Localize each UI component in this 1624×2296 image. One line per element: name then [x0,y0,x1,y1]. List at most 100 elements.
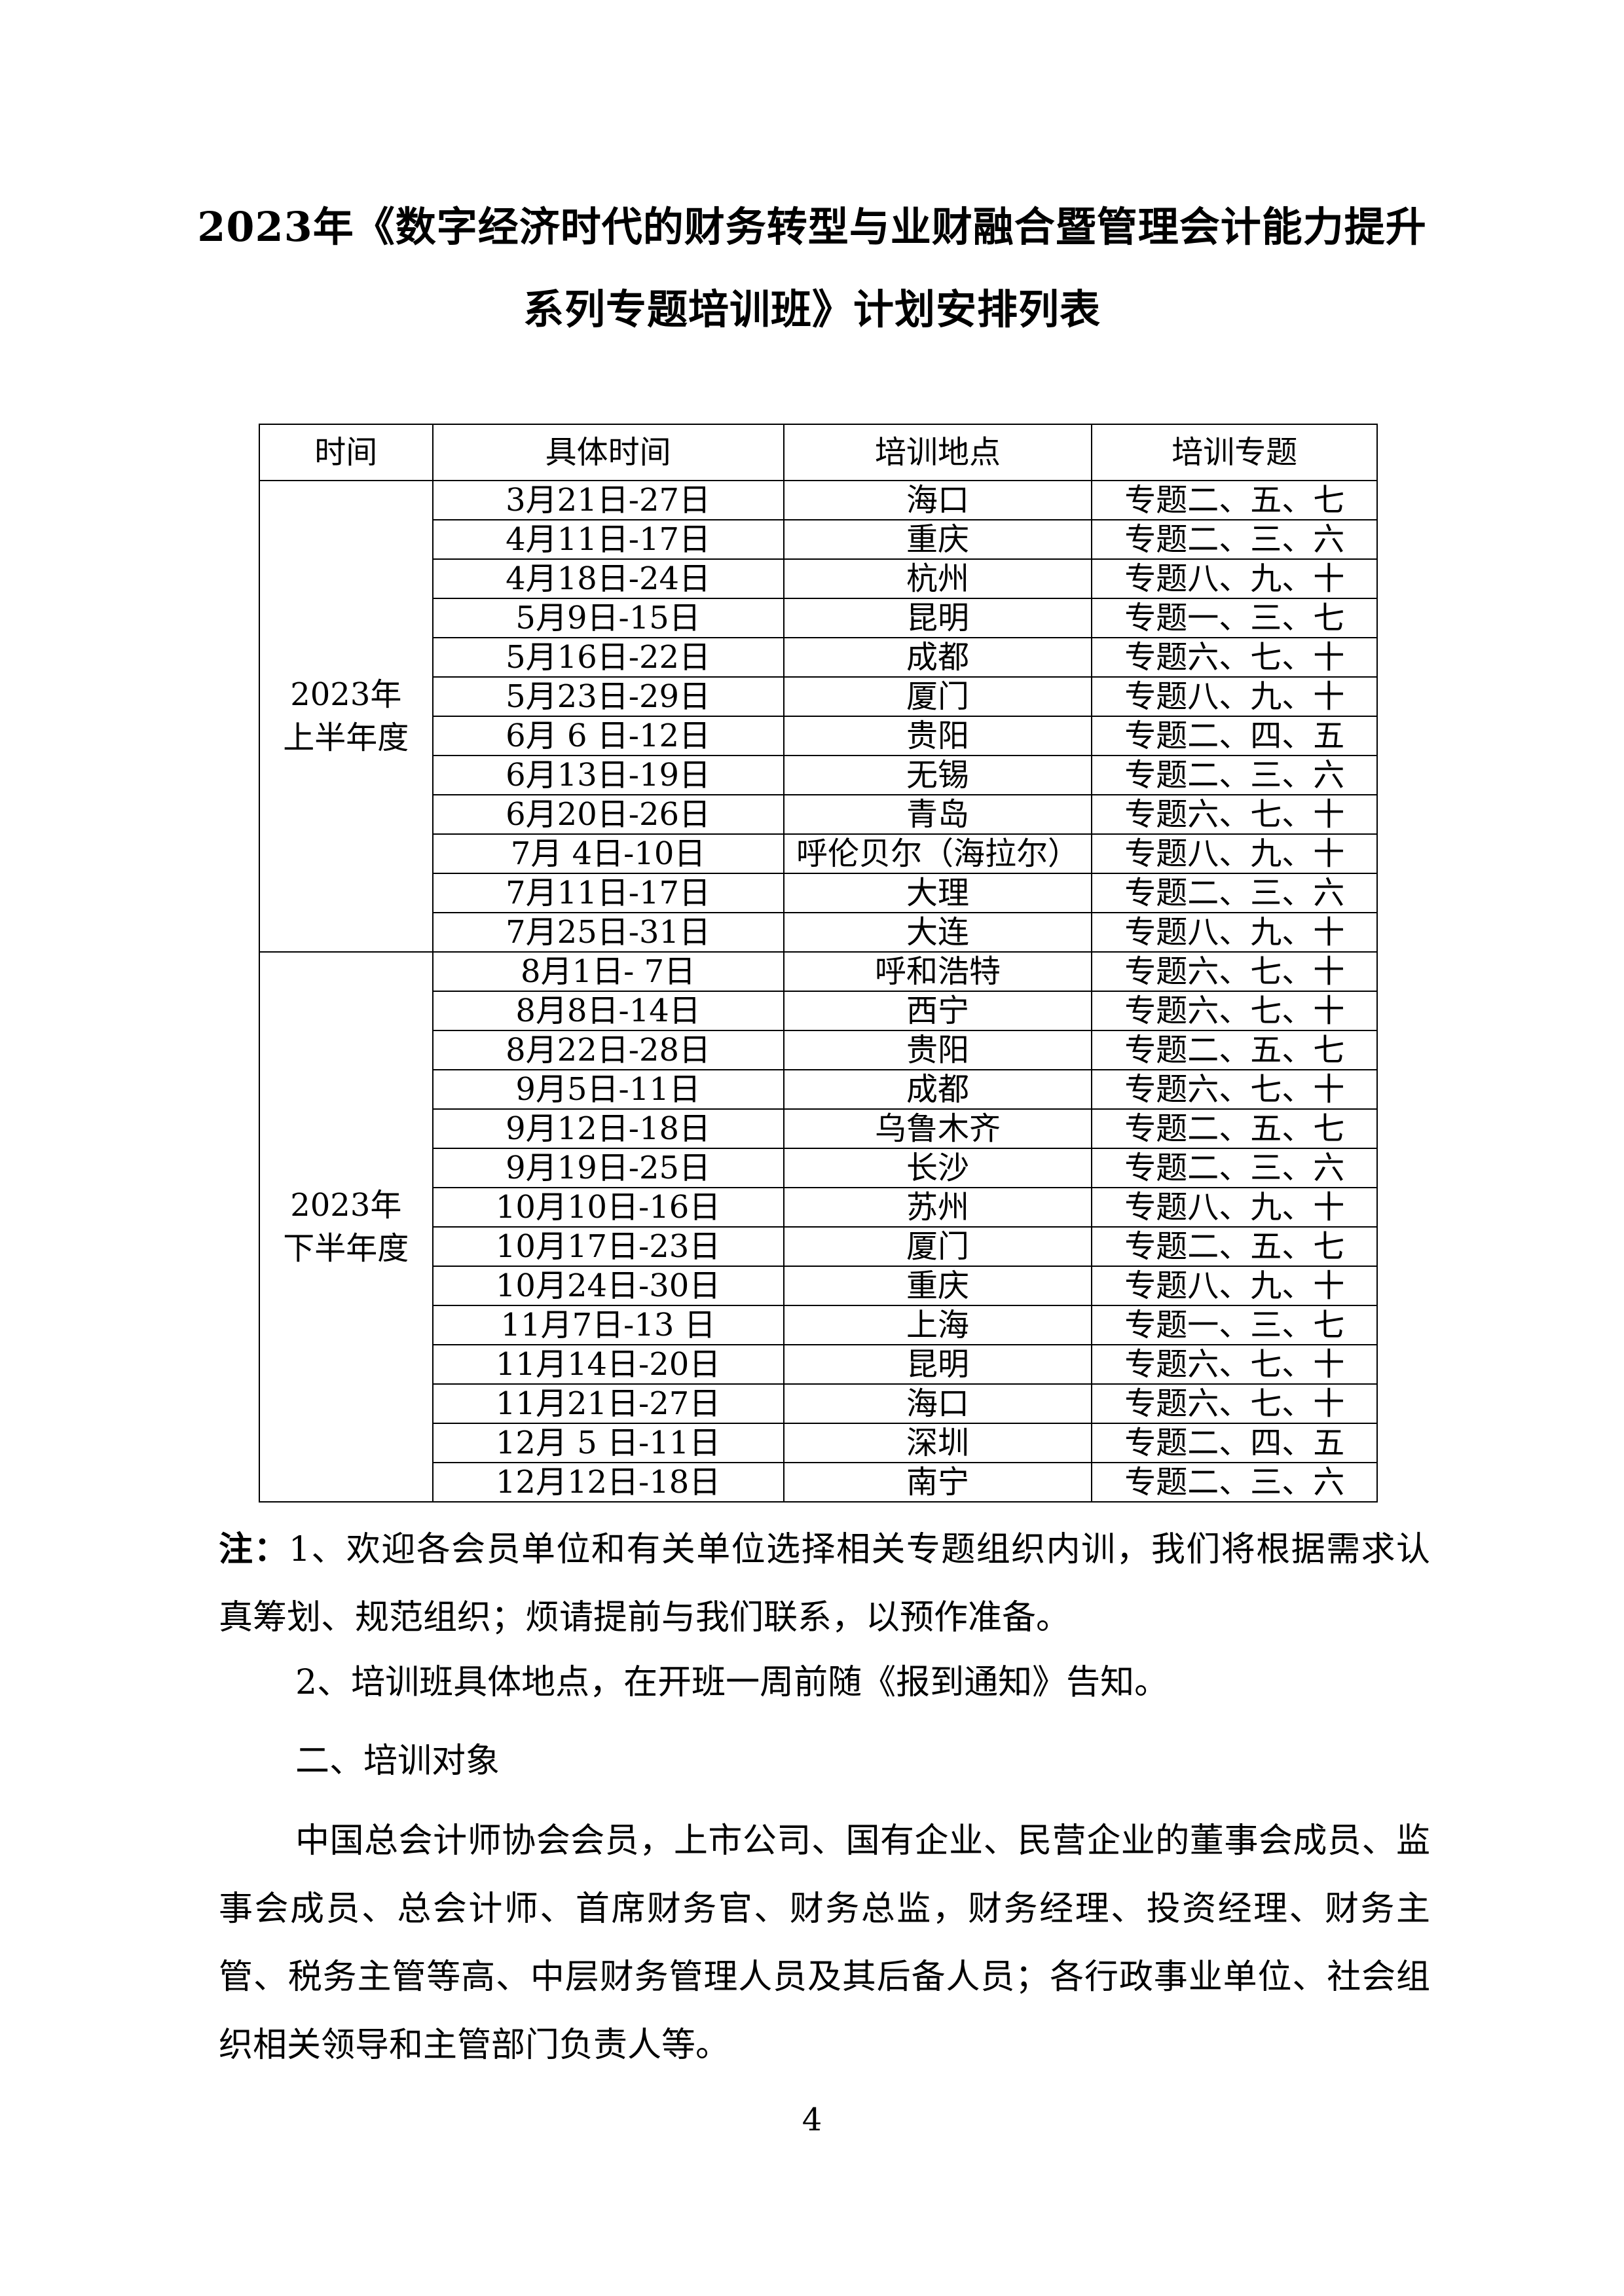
table-row: 12月 5 日-11日 深圳 专题二、四、五 [259,1423,1378,1463]
location-cell: 昆明 [783,598,1093,638]
location-cell: 上海 [783,1305,1093,1345]
table-row: 10月10日-16日 苏州 专题八、九、十 [259,1187,1378,1228]
date-cell: 8月1日- 7日 [432,951,784,992]
topics-cell: 专题二、四、五 [1091,716,1378,756]
date-cell: 8月22日-28日 [432,1030,784,1070]
header-location: 培训地点 [783,424,1093,481]
date-cell: 11月7日-13 日 [432,1305,784,1345]
location-cell: 西宁 [783,991,1093,1031]
location-cell: 成都 [783,637,1093,678]
location-cell: 厦门 [783,676,1093,717]
topics-cell: 专题二、三、六 [1091,755,1378,795]
location-cell: 昆明 [783,1344,1093,1385]
location-cell: 海口 [783,480,1093,520]
location-cell: 成都 [783,1069,1093,1110]
location-cell: 深圳 [783,1423,1093,1463]
date-cell: 9月12日-18日 [432,1108,784,1149]
topics-cell: 专题二、五、七 [1091,1030,1378,1070]
location-cell: 厦门 [783,1226,1093,1267]
date-cell: 4月11日-17日 [432,519,784,560]
date-cell: 10月10日-16日 [432,1187,784,1228]
table-row: 11月14日-20日 昆明 专题六、七、十 [259,1344,1378,1385]
table-row: 7月25日-31日 大连 专题八、九、十 [259,912,1378,953]
location-cell: 呼伦贝尔（海拉尔） [783,833,1093,874]
location-cell: 杭州 [783,558,1093,599]
topics-cell: 专题八、九、十 [1091,912,1378,953]
topics-cell: 专题六、七、十 [1091,1383,1378,1424]
date-cell: 6月20日-26日 [432,794,784,835]
topics-cell: 专题二、三、六 [1091,1462,1378,1503]
date-cell: 8月8日-14日 [432,991,784,1031]
table-header-row: 时间 具体时间 培训地点 培训专题 [259,424,1378,481]
document-title-line1: 2023年《数字经济时代的财务转型与业财融合暨管理会计能力提升 [197,203,1427,251]
table-row: 10月24日-30日 重庆 专题八、九、十 [259,1266,1378,1306]
table-row: 12月12日-18日 南宁 专题二、三、六 [259,1462,1378,1503]
date-cell: 10月24日-30日 [432,1266,784,1306]
date-cell: 9月19日-25日 [432,1148,784,1188]
location-cell: 大理 [783,873,1093,913]
topics-cell: 专题六、七、十 [1091,637,1378,678]
table-row: 6月20日-26日 青岛 专题六、七、十 [259,794,1378,835]
table-row: 11月21日-27日 海口 专题六、七、十 [259,1383,1378,1424]
date-cell: 11月14日-20日 [432,1344,784,1385]
topics-cell: 专题六、七、十 [1091,1344,1378,1385]
date-cell: 5月23日-29日 [432,676,784,717]
location-cell: 重庆 [783,1266,1093,1306]
table-row: 4月18日-24日 杭州 专题八、九、十 [259,558,1378,599]
page-number: 4 [802,2102,822,2138]
topics-cell: 专题六、七、十 [1091,951,1378,992]
table-row: 11月7日-13 日上海 专题一、三、七 [259,1305,1378,1345]
table-row: 2023年下半年度 8月1日- 7日 呼和浩特 专题六、七、十 [259,951,1378,1503]
table-row: 7月 4日-10日 呼伦贝尔（海拉尔） 专题八、九、十 [259,833,1378,874]
section-heading: 二、培训对象 [295,1741,500,1781]
location-cell: 长沙 [783,1148,1093,1188]
location-cell: 贵阳 [783,1030,1093,1070]
date-cell: 6月 6 日-12日 [432,716,784,756]
note-1: 注：1、欢迎各会员单位和有关单位选择相关专题组织内训，我们将根据需求认真筹划、规… [219,1516,1430,1652]
table-row: 10月17日-23日 厦门 专题二、五、七 [259,1226,1378,1267]
note-item-2: 2、培训班具体地点，在开班一周前随《报到通知》告知。 [295,1663,1169,1702]
date-cell: 4月18日-24日 [432,558,784,599]
note-item-1: 1、欢迎各会员单位和有关单位选择相关专题组织内训，我们将根据需求认真筹划、规范组… [219,1530,1430,1637]
date-cell: 7月 4日-10日 [432,833,784,874]
table-row: 5月23日-29日 厦门 专题八、九、十 [259,676,1378,717]
date-cell: 6月13日-19日 [432,755,784,795]
document-title-line2: 系列专题培训班》计划安排列表 [523,285,1101,333]
location-cell: 南宁 [783,1462,1093,1503]
location-cell: 贵阳 [783,716,1093,756]
location-cell: 乌鲁木齐 [783,1108,1093,1149]
topics-cell: 专题一、三、七 [1091,598,1378,638]
topics-cell: 专题二、五、七 [1091,480,1378,520]
date-cell: 11月21日-27日 [432,1383,784,1424]
topics-cell: 专题八、九、十 [1091,676,1378,717]
period-cell: 2023年上半年度 [259,480,434,953]
table-row: 9月19日-25日 长沙 专题二、三、六 [259,1148,1378,1188]
topics-cell: 专题六、七、十 [1091,991,1378,1031]
topics-cell: 专题二、五、七 [1091,1226,1378,1267]
date-cell: 10月17日-23日 [432,1226,784,1267]
date-cell: 12月 5 日-11日 [432,1423,784,1463]
topics-cell: 专题二、五、七 [1091,1108,1378,1149]
location-cell: 青岛 [783,794,1093,835]
header-dates: 具体时间 [432,424,784,481]
table-row: 5月16日-22日 成都 专题六、七、十 [259,637,1378,678]
table-row: 4月11日-17日 重庆 专题二、三、六 [259,519,1378,560]
location-cell: 呼和浩特 [783,951,1093,992]
location-cell: 海口 [783,1383,1093,1424]
date-cell: 7月25日-31日 [432,912,784,953]
table-row: 9月12日-18日 乌鲁木齐 专题二、五、七 [259,1108,1378,1149]
topics-cell: 专题一、三、七 [1091,1305,1378,1345]
table-row: 2023年上半年度 3月21日-27日 海口 专题二、五、七 [259,480,1378,953]
date-cell: 9月5日-11日 [432,1069,784,1110]
topics-cell: 专题八、九、十 [1091,1187,1378,1228]
date-cell: 5月16日-22日 [432,637,784,678]
location-cell: 大连 [783,912,1093,953]
topics-cell: 专题八、九、十 [1091,833,1378,874]
table-row: 8月8日-14日 西宁 专题六、七、十 [259,991,1378,1031]
header-topics: 培训专题 [1091,424,1378,481]
topics-cell: 专题八、九、十 [1091,1266,1378,1306]
header-period: 时间 [259,424,434,481]
table-row: 8月22日-28日 贵阳 专题二、五、七 [259,1030,1378,1070]
period-cell: 2023年下半年度 [259,951,434,1503]
location-cell: 无锡 [783,755,1093,795]
